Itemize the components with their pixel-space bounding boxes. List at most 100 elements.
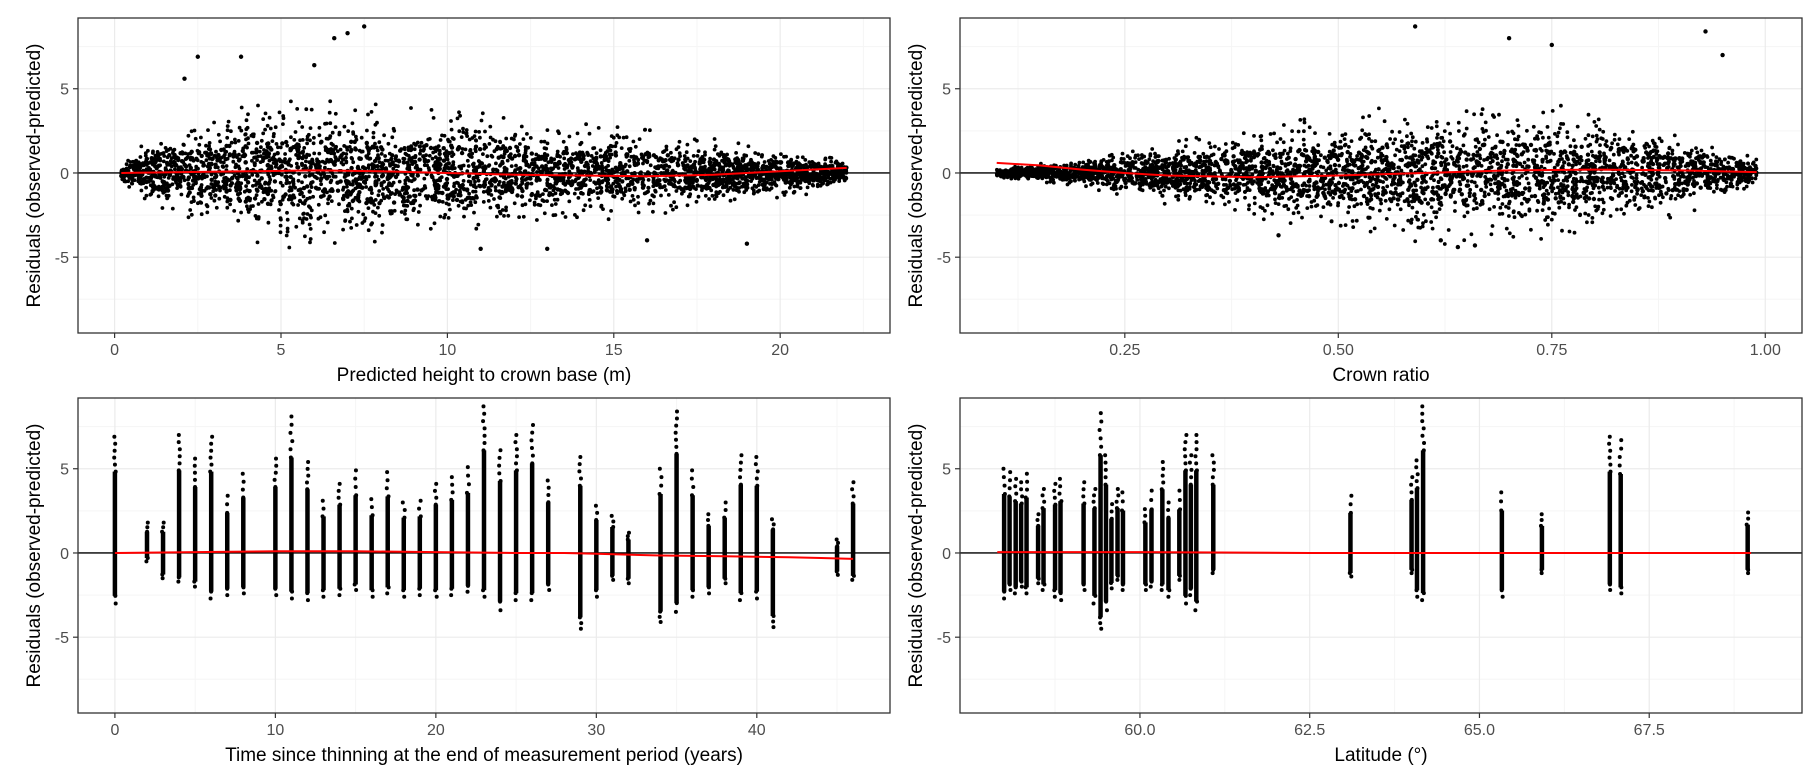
scatter-point — [558, 192, 563, 197]
scatter-point — [304, 217, 309, 221]
scatter-point — [742, 190, 747, 195]
scatter-point — [1338, 139, 1343, 144]
scatter-point — [243, 199, 248, 204]
scatter-point — [283, 152, 287, 156]
scatter-point — [464, 131, 469, 136]
scatter-point — [560, 211, 565, 215]
scatter-point — [647, 154, 652, 159]
scatter-point — [632, 162, 638, 168]
scatter-point — [460, 199, 465, 204]
scatter-point — [1367, 136, 1371, 141]
scatter-point — [446, 139, 451, 144]
scatter-point — [683, 157, 688, 162]
scatter-point — [634, 155, 639, 160]
scatter-point — [296, 144, 301, 149]
scatter-point — [636, 194, 640, 199]
scatter-point — [151, 183, 156, 187]
scatter-point — [376, 205, 380, 210]
scatter-point — [212, 198, 217, 203]
scatter-point — [671, 207, 675, 212]
scatter-point — [359, 176, 364, 181]
scatter-point — [163, 146, 168, 150]
scatter-point — [438, 162, 443, 167]
scatter-point — [294, 161, 299, 166]
scatter-point — [428, 145, 434, 151]
scatter-point — [1252, 195, 1257, 200]
scatter-point — [784, 154, 788, 159]
scatter-point — [628, 149, 632, 154]
scatter-point — [341, 196, 346, 202]
scatter-point — [808, 164, 814, 169]
scatter-point — [186, 133, 191, 138]
scatter-point — [512, 153, 518, 159]
scatter-point — [1561, 164, 1565, 169]
scatter-point — [1629, 189, 1634, 194]
scatter-point — [1343, 223, 1348, 228]
scatter-point — [1111, 187, 1116, 192]
scatter-point — [333, 125, 338, 129]
scatter-point — [1373, 139, 1378, 144]
scatter-point — [265, 123, 270, 128]
scatter-point — [539, 139, 544, 144]
scatter-point — [501, 116, 506, 120]
scatter-point — [592, 146, 597, 150]
scatter-point — [1120, 151, 1125, 156]
scatter-point — [732, 197, 737, 202]
scatter-point — [725, 189, 730, 194]
scatter-point — [454, 187, 458, 192]
scatter-point — [1489, 232, 1494, 237]
scatter-point — [720, 165, 726, 170]
scatter-point — [533, 193, 538, 198]
scatter-point — [549, 159, 554, 164]
scatter-point — [1586, 133, 1591, 138]
scatter-point — [379, 181, 384, 186]
scatter-point — [586, 153, 590, 158]
scatter-point — [285, 178, 289, 183]
scatter-point — [669, 203, 673, 208]
scatter-point — [651, 153, 657, 158]
scatter-point — [295, 107, 300, 111]
scatter-point — [242, 189, 247, 194]
scatter-point — [478, 135, 482, 140]
scatter-point — [295, 165, 301, 170]
scatter-point — [565, 190, 571, 196]
scatter-point — [543, 156, 548, 161]
scatter-point — [1410, 205, 1415, 210]
scatter-point — [403, 208, 408, 213]
scatter-point — [393, 174, 399, 180]
scatter-point — [488, 124, 493, 129]
scatter-point — [659, 157, 665, 162]
scatter-point — [216, 152, 221, 158]
scatter-point — [356, 197, 361, 203]
scatter-point — [767, 167, 772, 172]
scatter-point — [380, 161, 385, 166]
scatter-point — [456, 192, 462, 197]
scatter-point — [373, 174, 377, 179]
scatter-point — [136, 178, 141, 184]
scatter-point — [319, 139, 324, 144]
scatter-point — [1156, 154, 1161, 159]
scatter-point — [254, 140, 260, 146]
scatter-point — [550, 203, 554, 208]
scatter-point — [382, 195, 387, 201]
scatter-point — [266, 154, 271, 159]
scatter-point — [663, 179, 668, 184]
scatter-point — [280, 141, 285, 146]
scatter-point — [450, 136, 455, 140]
scatter-point — [795, 155, 800, 160]
scatter-point — [260, 199, 264, 204]
scatter-point — [481, 190, 486, 194]
scatter-point — [480, 111, 485, 116]
scatter-point — [1337, 163, 1342, 168]
scatter-point — [430, 174, 435, 180]
scatter-point — [498, 139, 502, 144]
scatter-point — [308, 164, 313, 170]
scatter-point — [184, 156, 189, 161]
scatter-point — [1265, 203, 1270, 208]
scatter-point — [643, 127, 647, 132]
scatter-point — [1289, 195, 1294, 200]
scatter-point — [569, 182, 574, 188]
scatter-point — [468, 149, 472, 153]
scatter-point — [790, 162, 795, 168]
scatter-point — [234, 188, 239, 193]
